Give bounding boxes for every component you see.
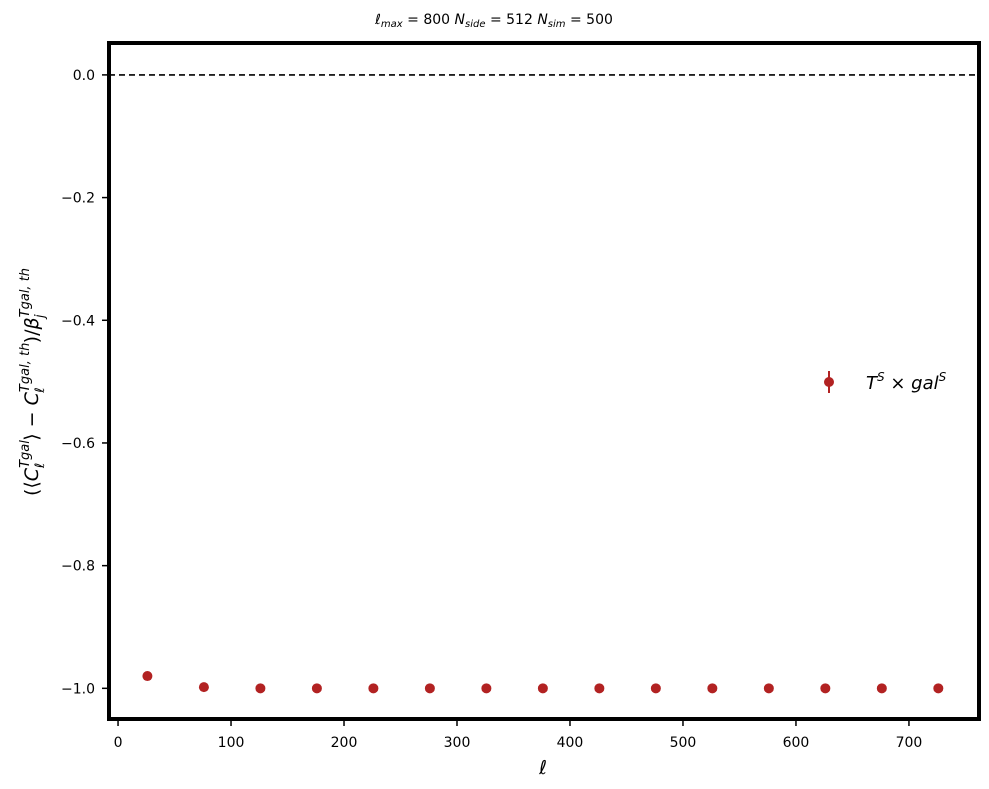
- x-tick-label: 300: [444, 735, 471, 751]
- y-tick-label: −0.4: [61, 313, 95, 329]
- data-point: [707, 683, 718, 694]
- data-points: [142, 671, 944, 694]
- chart-title: ℓmax = 800 Nside = 512 Nsim = 500: [374, 12, 613, 30]
- data-point: [481, 683, 492, 694]
- data-point: [255, 683, 266, 694]
- y-axis-ticks: 0.0 −0.2 −0.4 −0.6 −0.8 −1.0: [61, 68, 109, 697]
- x-tick-label: 200: [331, 735, 358, 751]
- data-point: [311, 683, 322, 694]
- legend-label: TS × galS: [866, 370, 947, 394]
- data-point: [876, 683, 887, 694]
- data-point: [368, 683, 379, 694]
- legend-marker: [824, 377, 834, 387]
- x-axis-label: ℓ: [538, 757, 547, 779]
- y-tick-label: −0.2: [61, 191, 95, 207]
- y-axis-label: (⟨CTgalℓ⟩ − CTgal, thℓ)/βTgal, thj: [18, 268, 48, 496]
- y-tick-label: −0.6: [61, 436, 95, 452]
- data-point: [933, 683, 944, 694]
- data-point: [650, 683, 661, 694]
- x-tick-label: 400: [557, 735, 584, 751]
- x-tick-label: 100: [218, 735, 245, 751]
- y-tick-label: −1.0: [61, 681, 95, 697]
- y-tick-label: −0.8: [61, 559, 95, 575]
- legend: TS × galS: [824, 370, 947, 394]
- x-tick-label: 600: [783, 735, 810, 751]
- data-point: [594, 683, 605, 694]
- x-axis-ticks: 0 100 200 300 400 500 600 700: [114, 719, 923, 751]
- data-point: [537, 683, 548, 694]
- y-tick-label: 0.0: [73, 68, 95, 84]
- plot-frame: [107, 41, 981, 721]
- plot-area: 0 100 200 300 400 500 600 700 0.0 −0.2 −0.4 −0.6 −0…: [61, 41, 981, 751]
- x-tick-label: 700: [896, 735, 923, 751]
- data-point: [763, 683, 774, 694]
- data-point: [820, 683, 831, 694]
- x-tick-label: 0: [114, 735, 123, 751]
- data-point: [142, 671, 153, 682]
- data-point: [198, 682, 209, 693]
- data-point: [424, 683, 435, 694]
- x-tick-label: 500: [670, 735, 697, 751]
